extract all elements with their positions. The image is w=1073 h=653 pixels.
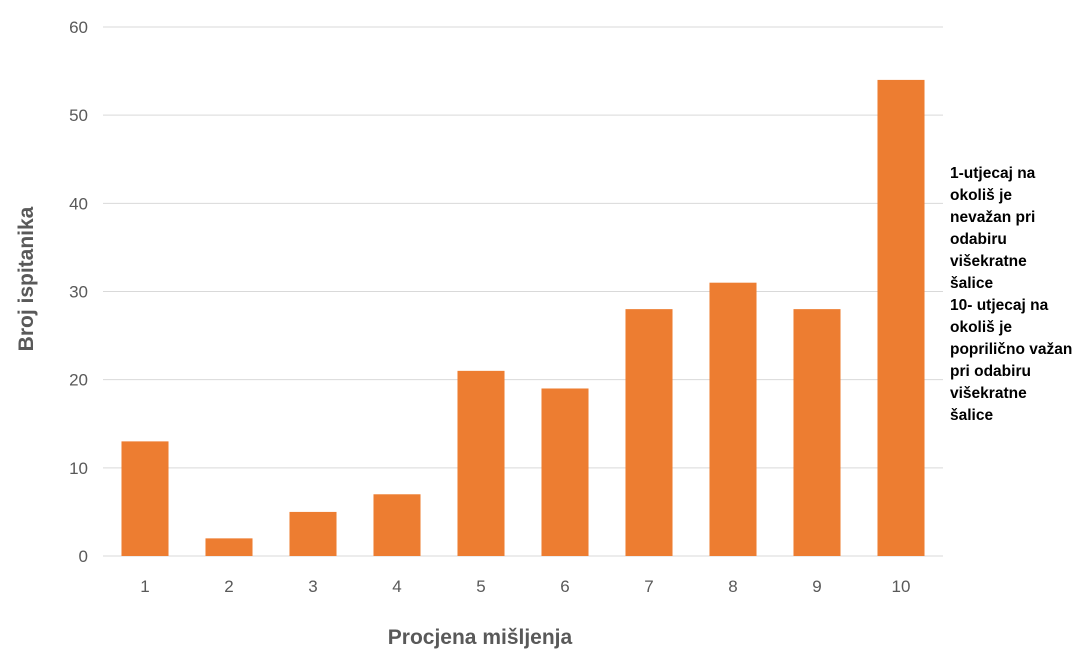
y-tick-label: 60 [69,18,88,37]
bar-3 [289,511,337,556]
bar-7 [625,309,673,556]
y-tick-label: 30 [69,283,88,302]
x-tick-label: 4 [392,577,401,596]
bar-8 [709,282,757,556]
scale-annotation: 1-utjecaj na okoliš je nevažan pri odabi… [950,165,1073,424]
y-tick-label: 10 [69,459,88,478]
y-tick-label: 50 [69,106,88,125]
y-tick-label: 40 [69,194,88,213]
bar-4 [373,494,421,556]
bar-5 [457,370,505,556]
bar-6 [541,388,589,556]
x-axis-title: Procjena mišljenja [388,626,573,649]
bars [121,79,925,557]
x-tick-label: 8 [728,577,737,596]
gridlines [103,26,943,557]
x-axis-ticks: 1 2 3 4 5 6 7 8 9 10 [140,577,910,596]
bar-9 [793,309,841,556]
x-tick-label: 10 [892,577,911,596]
x-tick-label: 9 [812,577,821,596]
y-axis-title: Broj ispitanika [15,206,38,351]
bar-1 [121,441,169,556]
x-tick-label: 5 [476,577,485,596]
y-tick-label: 20 [69,371,88,390]
x-tick-label: 1 [140,577,149,596]
bar-10 [877,79,925,557]
x-tick-label: 3 [308,577,317,596]
y-tick-label: 0 [79,547,88,566]
x-tick-label: 2 [224,577,233,596]
bar-2 [205,538,253,556]
x-tick-label: 7 [644,577,653,596]
y-axis-ticks: 0 10 20 30 40 50 60 [69,18,88,566]
x-tick-label: 6 [560,577,569,596]
